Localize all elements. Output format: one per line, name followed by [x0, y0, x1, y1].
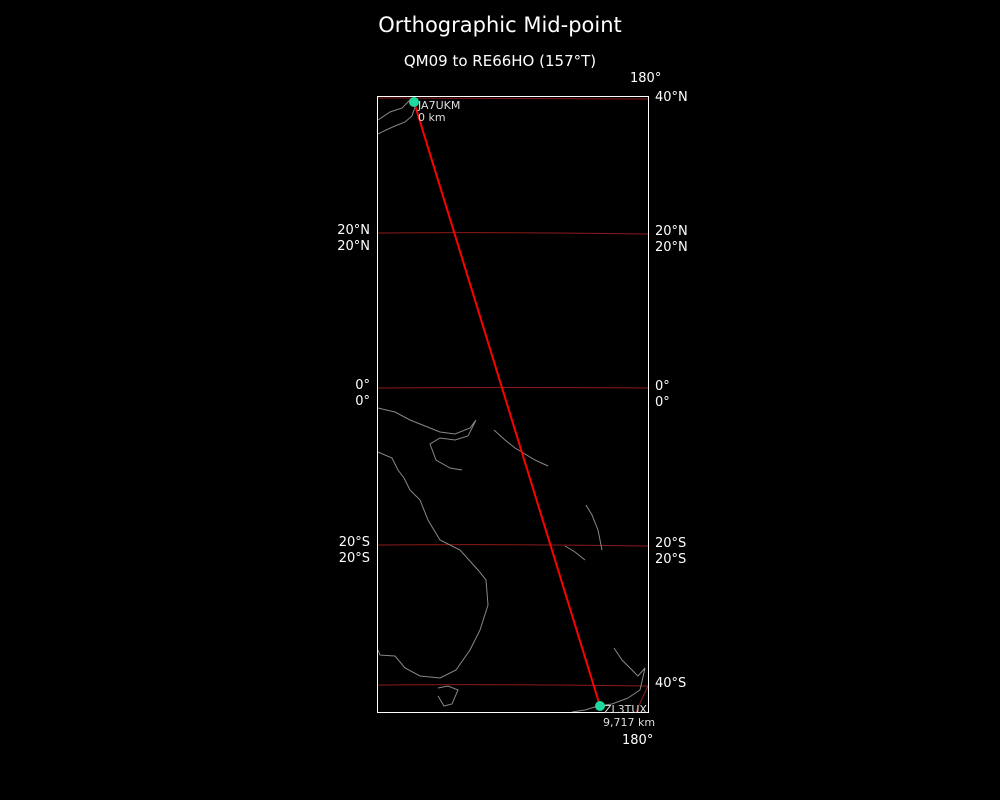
parallel-20n — [377, 232, 649, 235]
parallel-0 — [377, 387, 649, 389]
coast-tasmania — [437, 685, 459, 707]
station-marker-zl3tux — [595, 701, 605, 711]
parallel-40n — [377, 97, 649, 100]
station-distance-ja7ukm: 0 km — [418, 111, 446, 124]
meridian-label-bottom: 180° — [622, 733, 654, 748]
lat-label-right: 40°N — [655, 90, 688, 105]
map-title: Orthographic Mid-point — [378, 13, 622, 37]
coast-australia — [377, 451, 489, 679]
lat-label-right: 20°N — [655, 224, 688, 239]
coast-new-guinea — [377, 407, 477, 471]
coast-japan — [377, 99, 417, 135]
lat-label-left: 20°N — [337, 239, 370, 254]
lat-label-left: 0° — [355, 378, 370, 393]
lat-label-left: 20°N — [337, 223, 370, 238]
parallel-20s — [377, 544, 649, 547]
graticule — [377, 97, 649, 713]
station-marker-ja7ukm — [409, 97, 419, 107]
parallel-40s — [377, 684, 649, 687]
coast-nz-north — [613, 647, 646, 699]
lat-label-right: 20°S — [655, 536, 687, 551]
meridian-label-top: 180° — [630, 71, 662, 86]
coast-vanuatu — [585, 504, 603, 551]
station-distance-zl3tux: 9,717 km — [603, 716, 656, 729]
lat-label-right: 40°S — [655, 676, 687, 691]
map-subtitle: QM09 to RE66HO (157°T) — [403, 52, 597, 70]
lat-label-right: 0° — [655, 379, 670, 394]
lat-label-right: 0° — [655, 395, 670, 410]
map-frame — [377, 96, 649, 713]
coast-new-caledonia — [564, 545, 586, 561]
station-call-ja7ukm: JA7UKM — [418, 99, 461, 112]
coast-solomons — [493, 429, 549, 467]
lat-label-left: 0° — [355, 394, 370, 409]
station-call-zl3tux: ZL3TUX — [604, 703, 647, 716]
meridian-180 — [635, 685, 649, 713]
lat-label-right: 20°N — [655, 240, 688, 255]
great-circle-path — [413, 101, 601, 707]
lat-label-left: 20°S — [338, 551, 370, 566]
lat-label-left: 20°S — [338, 535, 370, 550]
coastlines — [377, 99, 646, 713]
lat-label-right: 20°S — [655, 552, 687, 567]
